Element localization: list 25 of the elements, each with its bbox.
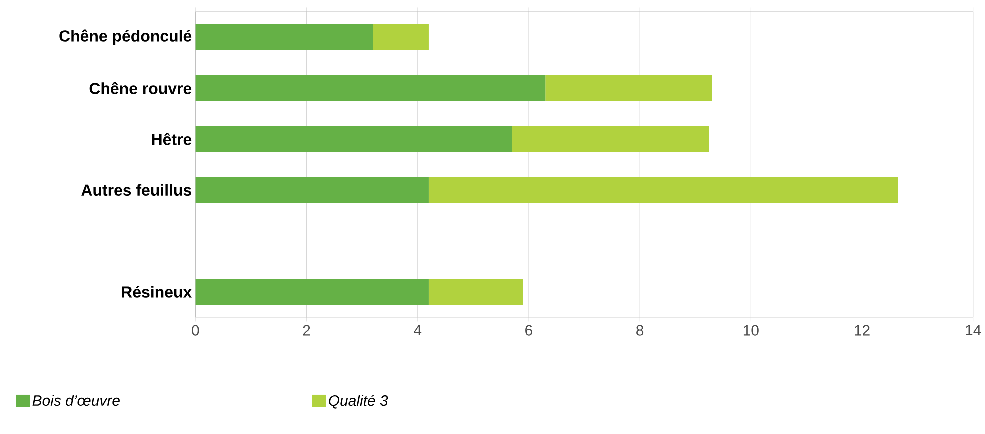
bar [546,75,712,102]
bar [196,75,546,102]
y-tick-label: Chêne pédonculé [60,30,192,45]
legend-label: Qualité 3 [329,394,388,409]
x-tick-label: 10 [744,325,759,336]
x-tick-label: 14 [966,325,982,336]
legend-label: Bois d’œuvre [32,394,120,406]
bar [428,278,524,305]
bar [196,278,429,305]
y-tick-label: Autres feuillus [82,184,192,196]
bar [428,177,898,204]
bar [373,24,429,50]
bar [196,177,429,204]
y-tick-label: Hêtre [152,133,192,146]
x-tick-label: 12 [855,325,870,336]
x-tick-label: 8 [636,325,644,336]
bar [196,24,374,50]
y-tick-label: Chêne rouvre [90,82,192,94]
x-tick-label: 4 [414,325,422,336]
bar [196,126,512,152]
x-tick-label: 2 [303,325,310,336]
x-tick-label: 0 [192,325,200,336]
bar [512,126,710,152]
y-tick-label: Résineux [122,286,192,298]
x-tick-label: 6 [526,325,532,336]
